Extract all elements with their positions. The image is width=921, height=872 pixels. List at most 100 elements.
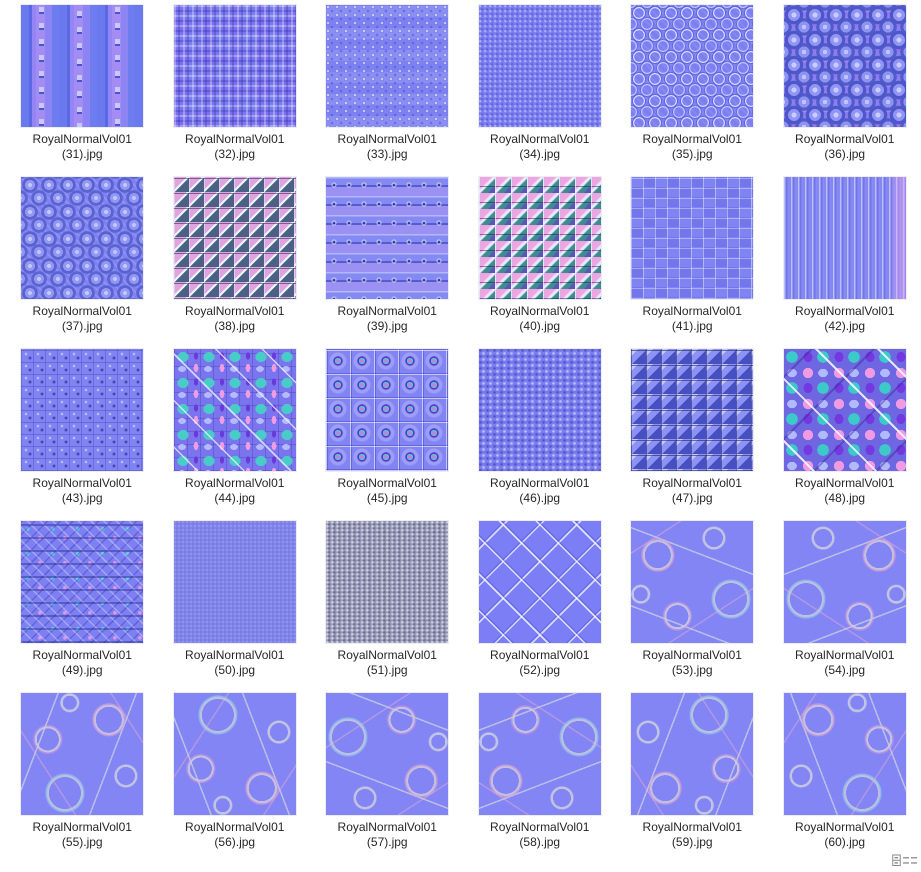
file-item[interactable]: RoyalNormalVol01(45).jpg	[311, 349, 464, 521]
file-name-line2: (42).jpg	[824, 319, 865, 334]
file-name-line2: (47).jpg	[672, 491, 713, 506]
file-item[interactable]: RoyalNormalVol01(32).jpg	[159, 5, 312, 177]
file-name-line2: (40).jpg	[519, 319, 560, 334]
file-thumbnail[interactable]	[784, 521, 906, 643]
file-name-line2: (59).jpg	[672, 835, 713, 850]
file-name-line1: RoyalNormalVol01	[490, 132, 589, 147]
file-name-line2: (31).jpg	[62, 147, 103, 162]
file-thumbnail[interactable]	[479, 177, 601, 299]
file-name-line1: RoyalNormalVol01	[338, 820, 437, 835]
file-item[interactable]: RoyalNormalVol01(31).jpg	[6, 5, 159, 177]
file-thumbnail[interactable]	[21, 177, 143, 299]
file-item[interactable]: RoyalNormalVol01(59).jpg	[616, 693, 769, 865]
file-thumbnail[interactable]	[784, 349, 906, 471]
file-name-line1: RoyalNormalVol01	[795, 304, 894, 319]
file-item[interactable]: RoyalNormalVol01(56).jpg	[159, 693, 312, 865]
file-name-line1: RoyalNormalVol01	[185, 132, 284, 147]
file-item[interactable]: RoyalNormalVol01(52).jpg	[464, 521, 617, 693]
file-name-line1: RoyalNormalVol01	[338, 304, 437, 319]
file-thumbnail[interactable]	[326, 693, 448, 815]
file-thumbnail[interactable]	[479, 521, 601, 643]
file-thumbnail[interactable]	[326, 177, 448, 299]
file-thumbnail[interactable]	[326, 5, 448, 127]
file-item[interactable]: RoyalNormalVol01(40).jpg	[464, 177, 617, 349]
file-item[interactable]: RoyalNormalVol01(48).jpg	[769, 349, 921, 521]
file-name-line2: (58).jpg	[519, 835, 560, 850]
file-name-line1: RoyalNormalVol01	[643, 648, 742, 663]
file-name-line1: RoyalNormalVol01	[795, 476, 894, 491]
file-item[interactable]: RoyalNormalVol01(44).jpg	[159, 349, 312, 521]
file-thumbnail[interactable]	[21, 349, 143, 471]
file-thumbnail[interactable]	[631, 521, 753, 643]
file-name-line1: RoyalNormalVol01	[490, 648, 589, 663]
file-thumbnail[interactable]	[784, 693, 906, 815]
file-item[interactable]: RoyalNormalVol01(34).jpg	[464, 5, 617, 177]
file-thumbnail[interactable]	[479, 5, 601, 127]
file-thumbnail[interactable]	[21, 693, 143, 815]
file-thumbnail[interactable]	[174, 177, 296, 299]
file-name-line2: (54).jpg	[824, 663, 865, 678]
file-name-line1: RoyalNormalVol01	[33, 476, 132, 491]
file-item[interactable]: RoyalNormalVol01(54).jpg	[769, 521, 921, 693]
file-thumbnail[interactable]	[631, 349, 753, 471]
file-item[interactable]: RoyalNormalVol01(38).jpg	[159, 177, 312, 349]
file-name-line2: (56).jpg	[214, 835, 255, 850]
file-item[interactable]: RoyalNormalVol01(55).jpg	[6, 693, 159, 865]
file-item[interactable]: RoyalNormalVol01(57).jpg	[311, 693, 464, 865]
file-item[interactable]: RoyalNormalVol01(46).jpg	[464, 349, 617, 521]
file-thumbnail[interactable]	[631, 177, 753, 299]
file-item[interactable]: RoyalNormalVol01(47).jpg	[616, 349, 769, 521]
file-item[interactable]: RoyalNormalVol01(43).jpg	[6, 349, 159, 521]
file-name-line2: (50).jpg	[214, 663, 255, 678]
file-item[interactable]: RoyalNormalVol01(36).jpg	[769, 5, 921, 177]
file-name-line2: (37).jpg	[62, 319, 103, 334]
file-thumbnail[interactable]	[174, 693, 296, 815]
file-name-line1: RoyalNormalVol01	[643, 132, 742, 147]
file-name-line2: (60).jpg	[824, 835, 865, 850]
file-name-line2: (38).jpg	[214, 319, 255, 334]
file-thumbnail[interactable]	[631, 5, 753, 127]
file-item[interactable]: RoyalNormalVol01(50).jpg	[159, 521, 312, 693]
file-item[interactable]: RoyalNormalVol01(33).jpg	[311, 5, 464, 177]
file-name-line1: RoyalNormalVol01	[185, 820, 284, 835]
file-thumbnail[interactable]	[479, 693, 601, 815]
file-item[interactable]: RoyalNormalVol01(53).jpg	[616, 521, 769, 693]
file-thumbnail[interactable]	[174, 5, 296, 127]
file-item[interactable]: RoyalNormalVol01(41).jpg	[616, 177, 769, 349]
file-name-line1: RoyalNormalVol01	[795, 648, 894, 663]
file-item[interactable]: RoyalNormalVol01(51).jpg	[311, 521, 464, 693]
file-name-line1: RoyalNormalVol01	[338, 476, 437, 491]
file-thumbnail[interactable]	[479, 349, 601, 471]
file-item[interactable]: RoyalNormalVol01(37).jpg	[6, 177, 159, 349]
file-name-line1: RoyalNormalVol01	[185, 476, 284, 491]
file-name-line2: (57).jpg	[367, 835, 408, 850]
file-name-line2: (46).jpg	[519, 491, 560, 506]
file-thumbnail[interactable]	[174, 521, 296, 643]
file-thumbnail[interactable]	[174, 349, 296, 471]
file-thumbnail[interactable]	[21, 521, 143, 643]
file-thumbnail[interactable]	[631, 693, 753, 815]
file-name-line1: RoyalNormalVol01	[33, 132, 132, 147]
view-toggle-icon[interactable]	[892, 854, 918, 867]
file-name-line1: RoyalNormalVol01	[33, 648, 132, 663]
file-name-line1: RoyalNormalVol01	[643, 476, 742, 491]
file-item[interactable]: RoyalNormalVol01(60).jpg	[769, 693, 921, 865]
file-thumbnail[interactable]	[326, 349, 448, 471]
file-name-line2: (45).jpg	[367, 491, 408, 506]
file-name-line2: (44).jpg	[214, 491, 255, 506]
file-name-line1: RoyalNormalVol01	[185, 304, 284, 319]
file-name-line2: (51).jpg	[367, 663, 408, 678]
file-item[interactable]: RoyalNormalVol01(39).jpg	[311, 177, 464, 349]
file-thumbnail[interactable]	[784, 177, 906, 299]
file-item[interactable]: RoyalNormalVol01(42).jpg	[769, 177, 921, 349]
file-name-line1: RoyalNormalVol01	[33, 820, 132, 835]
file-name-line1: RoyalNormalVol01	[490, 476, 589, 491]
file-name-line1: RoyalNormalVol01	[490, 820, 589, 835]
file-item[interactable]: RoyalNormalVol01(58).jpg	[464, 693, 617, 865]
file-item[interactable]: RoyalNormalVol01(35).jpg	[616, 5, 769, 177]
file-thumbnail[interactable]	[784, 5, 906, 127]
file-item[interactable]: RoyalNormalVol01(49).jpg	[6, 521, 159, 693]
file-thumbnail[interactable]	[326, 521, 448, 643]
file-thumbnail[interactable]	[21, 5, 143, 127]
